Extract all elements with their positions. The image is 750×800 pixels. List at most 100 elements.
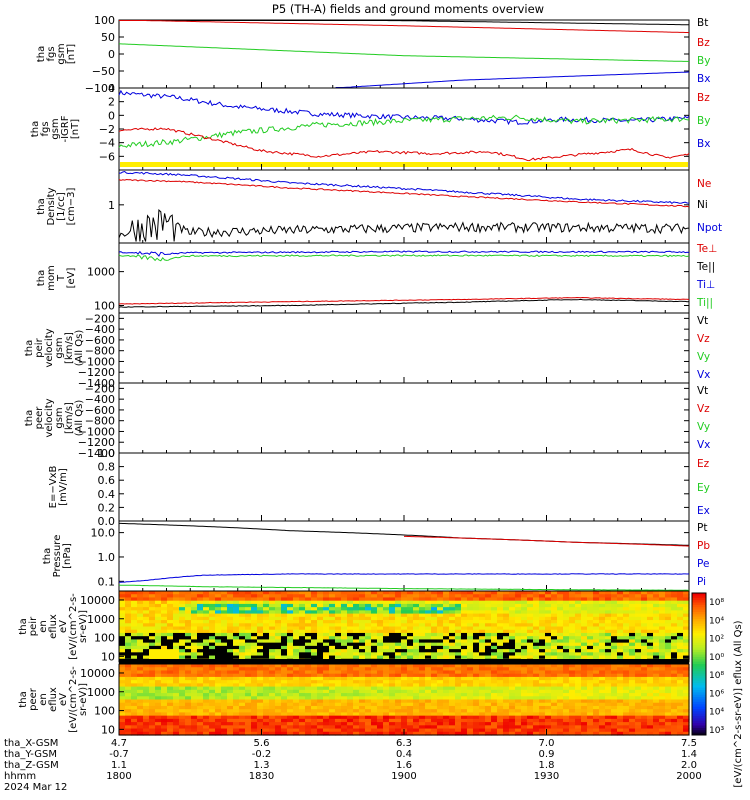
spectrogram-cell [245, 670, 252, 675]
spectrogram-cell [431, 655, 438, 660]
spectrogram-cell [233, 680, 240, 684]
spectrogram-cell [395, 689, 402, 694]
spectrogram-cell [509, 696, 516, 701]
y-axis-label-line: eflux [48, 687, 59, 712]
spectrogram-cell [479, 645, 486, 650]
spectrogram-cell [365, 680, 372, 684]
spectrogram-cell [473, 731, 480, 736]
spectrogram-cell [533, 712, 540, 717]
spectrogram-cell [413, 699, 420, 704]
spectrogram-cell [623, 705, 630, 710]
spectrogram-cell [545, 676, 552, 681]
spectrogram-cell [425, 629, 432, 634]
spectrogram-cell [329, 689, 336, 694]
spectrogram-cell [557, 597, 564, 602]
spectrogram-cell [503, 623, 510, 628]
spectrogram-cell [485, 673, 492, 678]
spectrogram-cell [623, 639, 630, 644]
spectrogram-cell [587, 686, 594, 691]
spectrogram-cell [521, 623, 528, 628]
spectrogram-cell [401, 709, 408, 714]
colorbar-segment [692, 597, 706, 601]
spectrogram-cell [251, 645, 258, 650]
spectrogram-cell [311, 655, 318, 660]
spectrogram-cell [353, 667, 360, 672]
spectrogram-cell [371, 603, 378, 608]
spectrogram-cell [431, 705, 438, 710]
spectrogram-cell [617, 597, 624, 602]
spectrogram-cell [281, 686, 288, 691]
spectrogram-cell [623, 699, 630, 704]
spectrogram-cell [683, 696, 690, 701]
spectrogram-cell [185, 620, 192, 624]
spectrogram-cell [137, 709, 144, 714]
spectrogram-cell [287, 600, 294, 605]
legend-entry: Pb [697, 540, 710, 552]
spectrogram-cell [407, 683, 414, 688]
spectrogram-cell [509, 642, 516, 647]
spectrogram-cell [209, 652, 216, 657]
spectrogram-cell [179, 686, 186, 691]
spectrogram-cell [623, 645, 630, 650]
spectrogram-cell [353, 670, 360, 675]
spectrogram-cell [449, 686, 456, 691]
spectrogram-cell [599, 664, 606, 668]
spectrogram-cell [359, 731, 366, 736]
spectrogram-cell [509, 607, 516, 611]
spectrogram-cell [245, 725, 252, 730]
spectrogram-cell [215, 728, 222, 733]
spectrogram-cell [305, 664, 312, 668]
spectrogram-cell [539, 642, 546, 647]
spectrogram-cell [317, 623, 324, 628]
spectrogram-cell [119, 731, 126, 736]
spectrogram-cell [131, 594, 138, 599]
spectrogram-cell [683, 600, 690, 605]
spectrogram-cell [431, 728, 438, 733]
colorbar-segment [692, 690, 706, 693]
colorbar-segment [692, 706, 706, 710]
spectrogram-cell [605, 639, 612, 644]
spectrogram-cell [557, 613, 564, 618]
spectrogram-cell [209, 639, 216, 644]
spectrogram-cell [395, 616, 402, 621]
spectrogram-cell [629, 623, 636, 628]
spectrogram-cell [467, 709, 474, 714]
spectrogram-cell [419, 607, 426, 611]
spectrogram-cell [479, 600, 486, 605]
spectrogram-cell [377, 600, 384, 605]
spectrogram-cell [263, 699, 270, 704]
spectrogram-cell [551, 616, 558, 621]
spectrogram-cell [557, 652, 564, 657]
spectrogram-cell [497, 620, 504, 624]
spectrogram-cell [455, 652, 462, 657]
y-axis-label-line: peir [28, 616, 39, 636]
spectrogram-cell [575, 642, 582, 647]
spectrogram-cell [569, 667, 576, 672]
spectrogram-cell [251, 709, 258, 714]
spectrogram-cell [581, 600, 588, 605]
spectrogram-cell [641, 603, 648, 608]
spectrogram-cell [647, 620, 654, 624]
spectrogram-cell [143, 613, 150, 618]
spectrogram-cell [581, 680, 588, 684]
spectrogram-cell [149, 680, 156, 684]
spectrogram-cell [197, 693, 204, 697]
spectrogram-cell [401, 652, 408, 657]
spectrogram-cell [575, 686, 582, 691]
spectrogram-cell [125, 629, 132, 634]
spectrogram-cell [269, 600, 276, 605]
spectrogram-cell [455, 626, 462, 631]
spectrogram-cell [545, 718, 552, 723]
spectrogram-cell [395, 620, 402, 624]
spectrogram-cell [287, 705, 294, 710]
spectrogram-cell [227, 667, 234, 672]
spectrogram-cell [365, 645, 372, 650]
spectrogram-cell [497, 673, 504, 678]
spectrogram-cell [329, 728, 336, 733]
spectrogram-cell [143, 639, 150, 644]
spectrogram-cell [449, 600, 456, 605]
spectrogram-cell [257, 597, 264, 602]
colorbar-segment [692, 678, 706, 682]
